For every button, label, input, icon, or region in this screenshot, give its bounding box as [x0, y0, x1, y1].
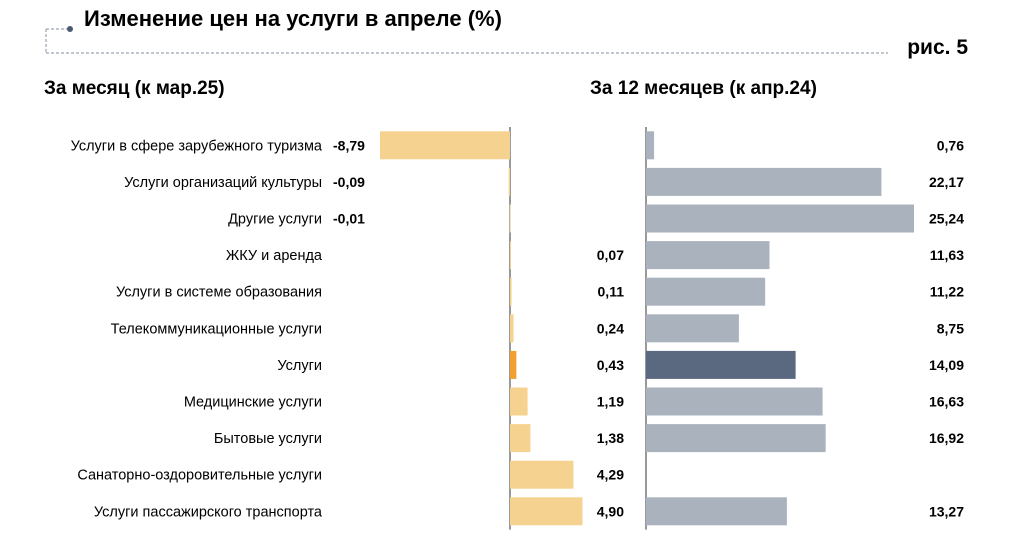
- month-value-label: 0,43: [597, 357, 624, 373]
- category-label: ЖКУ и аренда: [226, 248, 323, 264]
- month-bar: [510, 277, 512, 306]
- month-value-label: -0,09: [333, 174, 365, 190]
- year-bar: [646, 314, 739, 343]
- year-value-label: 25,24: [929, 211, 964, 227]
- title-dot-icon: [67, 26, 73, 32]
- month-bar: [510, 314, 514, 343]
- month-bar: [509, 204, 511, 233]
- month-bar: [510, 497, 583, 526]
- year-value-label: 14,09: [929, 357, 964, 373]
- year-bar: [646, 350, 796, 379]
- month-value-label: 1,38: [597, 430, 624, 446]
- category-label: Другие услуги: [228, 212, 322, 228]
- year-value-label: 16,92: [929, 430, 964, 446]
- year-value-label: 13,27: [929, 503, 964, 519]
- year-bar: [646, 277, 766, 306]
- year-bar: [646, 167, 882, 196]
- category-label: Бытовые услуги: [214, 431, 322, 447]
- chart-title: Изменение цен на услуги в апреле (%): [84, 6, 502, 31]
- category-label: Услуги: [277, 358, 322, 374]
- year-bar: [646, 497, 787, 526]
- month-bar: [508, 167, 510, 196]
- month-value-label: 4,29: [597, 467, 624, 483]
- month-bar: [510, 350, 517, 379]
- category-label: Медицинские услуги: [184, 395, 322, 411]
- month-bar: [510, 424, 531, 453]
- figure-label: рис. 5: [907, 36, 968, 59]
- month-value-label: -8,79: [333, 137, 365, 153]
- month-value-label: 0,24: [597, 320, 624, 336]
- year-value-label: 8,75: [937, 320, 964, 336]
- category-label: Санаторно-оздоровительные услуги: [77, 468, 322, 484]
- month-value-label: -0,01: [333, 211, 365, 227]
- year-bar: [646, 241, 770, 270]
- category-label: Телекоммуникационные услуги: [111, 321, 322, 337]
- month-value-label: 0,11: [598, 284, 625, 300]
- year-bar: [646, 204, 914, 233]
- month-bar: [510, 460, 574, 489]
- month-bar: [510, 241, 512, 270]
- month-value-label: 0,07: [597, 247, 624, 263]
- category-label: Услуги в сфере зарубежного туризма: [71, 138, 323, 154]
- right-panel-title: За 12 месяцев (к апр.24): [590, 78, 817, 99]
- left-panel-title: За месяц (к мар.25): [44, 78, 225, 99]
- year-value-label: 11,63: [930, 247, 964, 263]
- month-value-label: 1,19: [597, 394, 624, 410]
- category-label: Услуги в системе образования: [116, 285, 322, 301]
- category-label: Услуги пассажирского транспорта: [94, 504, 323, 520]
- month-value-label: 4,90: [597, 503, 624, 519]
- year-value-label: 16,63: [929, 394, 964, 410]
- month-bar: [380, 131, 510, 160]
- year-bar: [646, 387, 823, 416]
- year-value-label: 22,17: [929, 174, 964, 190]
- year-value-label: 0,76: [937, 137, 964, 153]
- year-value-label: 11,22: [930, 284, 964, 300]
- year-bar: [646, 424, 826, 453]
- month-bar: [510, 387, 528, 416]
- category-label: Услуги организаций культуры: [124, 175, 322, 191]
- year-bar: [646, 131, 655, 160]
